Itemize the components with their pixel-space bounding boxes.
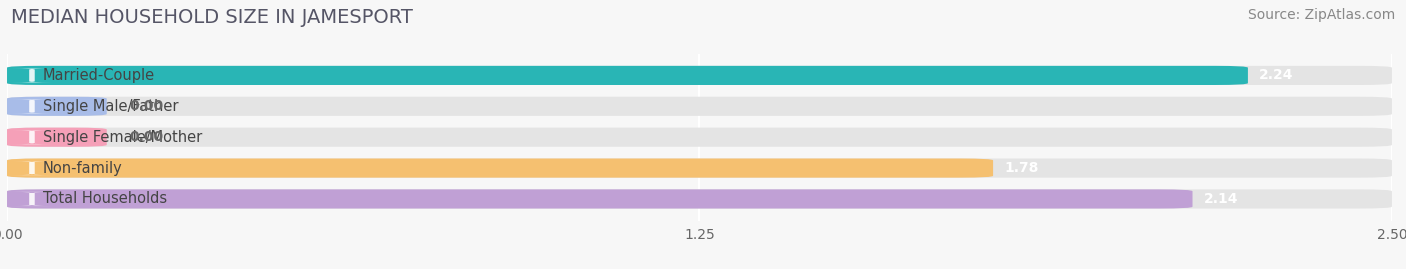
FancyBboxPatch shape xyxy=(7,128,107,147)
FancyBboxPatch shape xyxy=(7,97,107,116)
FancyBboxPatch shape xyxy=(7,66,1392,85)
FancyBboxPatch shape xyxy=(7,189,1192,208)
FancyBboxPatch shape xyxy=(11,130,52,144)
Text: Single Male/Father: Single Male/Father xyxy=(44,99,179,114)
FancyBboxPatch shape xyxy=(11,192,52,206)
Text: 0.00: 0.00 xyxy=(129,99,163,113)
Text: 1.78: 1.78 xyxy=(1004,161,1039,175)
FancyBboxPatch shape xyxy=(7,158,993,178)
Text: Total Households: Total Households xyxy=(44,192,167,207)
Text: Single Female/Mother: Single Female/Mother xyxy=(44,130,202,145)
FancyBboxPatch shape xyxy=(7,97,1392,116)
FancyBboxPatch shape xyxy=(11,99,52,114)
Text: Non-family: Non-family xyxy=(44,161,122,176)
Text: 2.14: 2.14 xyxy=(1204,192,1239,206)
Text: 0.00: 0.00 xyxy=(129,130,163,144)
Text: Source: ZipAtlas.com: Source: ZipAtlas.com xyxy=(1247,8,1395,22)
FancyBboxPatch shape xyxy=(7,158,1392,178)
FancyBboxPatch shape xyxy=(7,128,1392,147)
FancyBboxPatch shape xyxy=(7,189,1392,208)
FancyBboxPatch shape xyxy=(7,66,1249,85)
Text: MEDIAN HOUSEHOLD SIZE IN JAMESPORT: MEDIAN HOUSEHOLD SIZE IN JAMESPORT xyxy=(11,8,413,27)
Text: Married-Couple: Married-Couple xyxy=(44,68,155,83)
FancyBboxPatch shape xyxy=(11,161,52,175)
Text: 2.24: 2.24 xyxy=(1258,68,1294,82)
FancyBboxPatch shape xyxy=(11,68,52,83)
